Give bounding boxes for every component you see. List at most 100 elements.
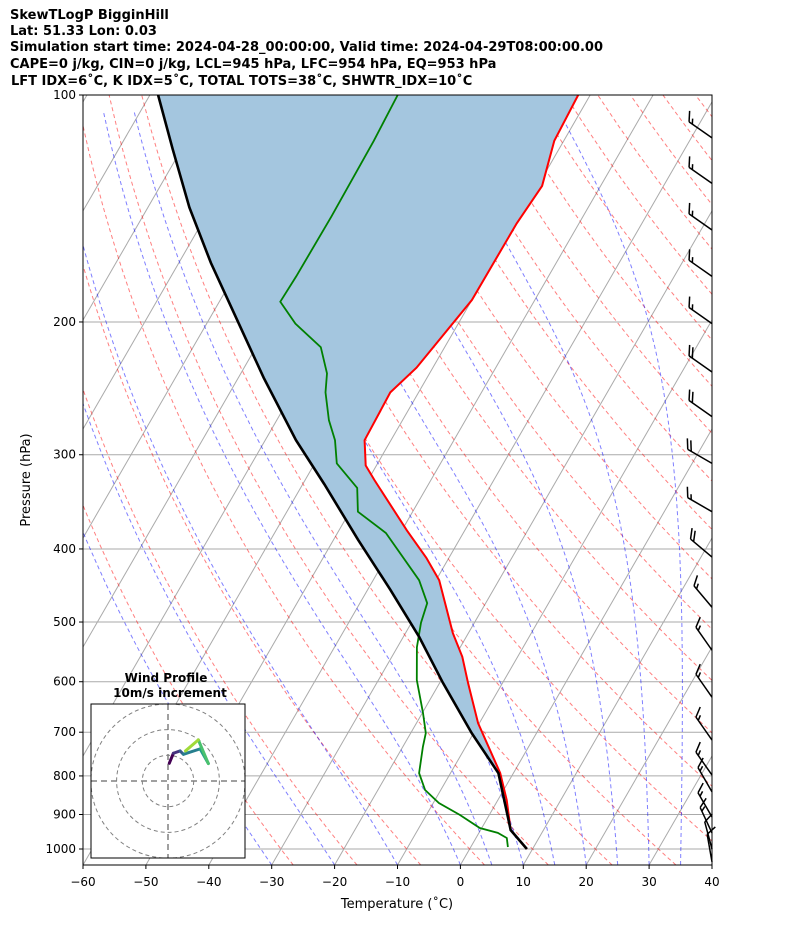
y-tick-label: 900	[53, 807, 76, 821]
wind-barb	[686, 486, 713, 513]
isotherm-line	[334, 209, 712, 865]
isotherm-line	[83, 95, 214, 321]
moist-adiabat	[214, 110, 556, 865]
dry-adiabat	[83, 503, 294, 865]
x-tick-label: −60	[70, 875, 95, 889]
dry-adiabat	[532, 95, 712, 341]
dry-adiabat	[83, 123, 485, 865]
dry-adiabat	[83, 387, 358, 865]
hodograph-segment	[181, 747, 202, 756]
dry-adiabat	[271, 95, 712, 734]
wind-barb	[693, 575, 713, 608]
title-station: SkewTLogP BigginHill	[10, 8, 169, 23]
profiles	[156, 95, 580, 850]
wind-barb	[704, 813, 713, 850]
hodograph-segment	[183, 738, 200, 753]
title-indices-2: LFT IDX=6˚C, K IDX=5˚C, TOTAL TOTS=38˚C,…	[11, 74, 473, 89]
x-tick-label: 10	[516, 875, 531, 889]
isotherm-line	[648, 754, 712, 865]
isotherm-line	[711, 863, 712, 865]
title-times: Simulation start time: 2024-04-28_00:00:…	[10, 40, 603, 55]
y-tick-label: 200	[53, 315, 76, 329]
moist-adiabat	[434, 110, 650, 865]
dry-adiabat	[369, 95, 712, 580]
x-tick-label: −50	[133, 875, 158, 889]
isotherm-line	[271, 100, 712, 865]
dry-adiabat	[206, 95, 712, 842]
wind-barb	[697, 757, 713, 793]
x-tick-label: 0	[457, 875, 465, 889]
dry-adiabat	[336, 95, 712, 630]
isotherm-line	[208, 95, 654, 865]
dry-adiabat	[564, 95, 712, 296]
hodograph-segment	[167, 751, 175, 765]
y-tick-label: 1000	[45, 842, 76, 856]
dewpoint-line	[279, 95, 509, 848]
dry-adiabat	[238, 95, 712, 787]
x-tick-label: 20	[579, 875, 594, 889]
isotherm-line	[83, 95, 88, 103]
parcel-line	[156, 95, 528, 850]
dry-adiabat	[108, 95, 549, 865]
hodograph-segment	[196, 738, 210, 766]
isotherm-line	[585, 645, 712, 865]
x-axis-label: Temperature (˚C)	[340, 896, 453, 912]
dry-adiabat	[83, 263, 422, 865]
dry-adiabat	[141, 95, 613, 865]
hodograph-title: Wind Profile	[125, 671, 208, 685]
x-tick-label: 30	[641, 875, 656, 889]
y-tick-label: 100	[53, 88, 76, 102]
wind-barb	[695, 706, 713, 741]
dry-adiabat	[401, 95, 712, 531]
dry-adiabat	[728, 95, 794, 865]
moist-adiabat	[83, 243, 398, 865]
wind-barb	[688, 110, 713, 139]
y-tick-label: 600	[53, 675, 76, 689]
title-indices-1: CAPE=0 j/kg, CIN=0 j/kg, LCL=945 hPa, LF…	[10, 57, 497, 72]
wind-barb	[689, 528, 713, 558]
isotherm-line	[522, 536, 712, 865]
wind-barb	[695, 663, 713, 698]
hodograph-frame	[90, 703, 246, 859]
dry-adiabat	[597, 95, 712, 250]
moist-adiabat	[340, 110, 619, 865]
y-tick-label: 300	[53, 448, 76, 462]
dry-adiabat	[467, 95, 712, 434]
isotherm-line	[459, 427, 712, 865]
wind-barb	[688, 389, 713, 418]
y-tick-label: 700	[53, 725, 76, 739]
dry-adiabat	[499, 95, 712, 387]
wind-barbs	[686, 110, 716, 862]
wind-barb	[695, 616, 713, 651]
x-tick-label: −30	[259, 875, 284, 889]
x-tick-label: −10	[385, 875, 410, 889]
hodograph-inset: Wind Profile 10m/s increment	[90, 671, 246, 859]
wind-barb	[688, 296, 713, 325]
dry-adiabat	[173, 95, 677, 865]
wind-barb	[688, 156, 713, 185]
hodograph-subtitle: 10m/s increment	[113, 686, 227, 700]
x-tick-label: −40	[196, 875, 221, 889]
wind-barb	[697, 782, 713, 818]
y-tick-label: 400	[53, 542, 76, 556]
wind-barb	[688, 249, 713, 277]
y-axis-label: Pressure (hPa)	[19, 433, 34, 526]
x-tick-label: 40	[704, 875, 719, 889]
wind-barb	[695, 741, 713, 776]
cape-cin-shading	[158, 95, 579, 849]
temperature-line	[363, 95, 580, 850]
title-latlon: Lat: 51.33 Lon: 0.03	[10, 24, 157, 39]
moist-adiabat	[102, 110, 461, 865]
moist-adiabat	[83, 401, 336, 865]
moist-adiabat	[558, 110, 683, 865]
dry-adiabat	[695, 95, 712, 118]
wind-barb	[688, 344, 713, 373]
x-tick-label: −20	[322, 875, 347, 889]
isotherm-line	[397, 318, 712, 865]
y-tick-label: 800	[53, 769, 76, 783]
wind-barb	[688, 202, 713, 231]
y-tick-label: 500	[53, 615, 76, 629]
moist-adiabat	[133, 110, 493, 865]
wind-barb	[706, 826, 716, 862]
